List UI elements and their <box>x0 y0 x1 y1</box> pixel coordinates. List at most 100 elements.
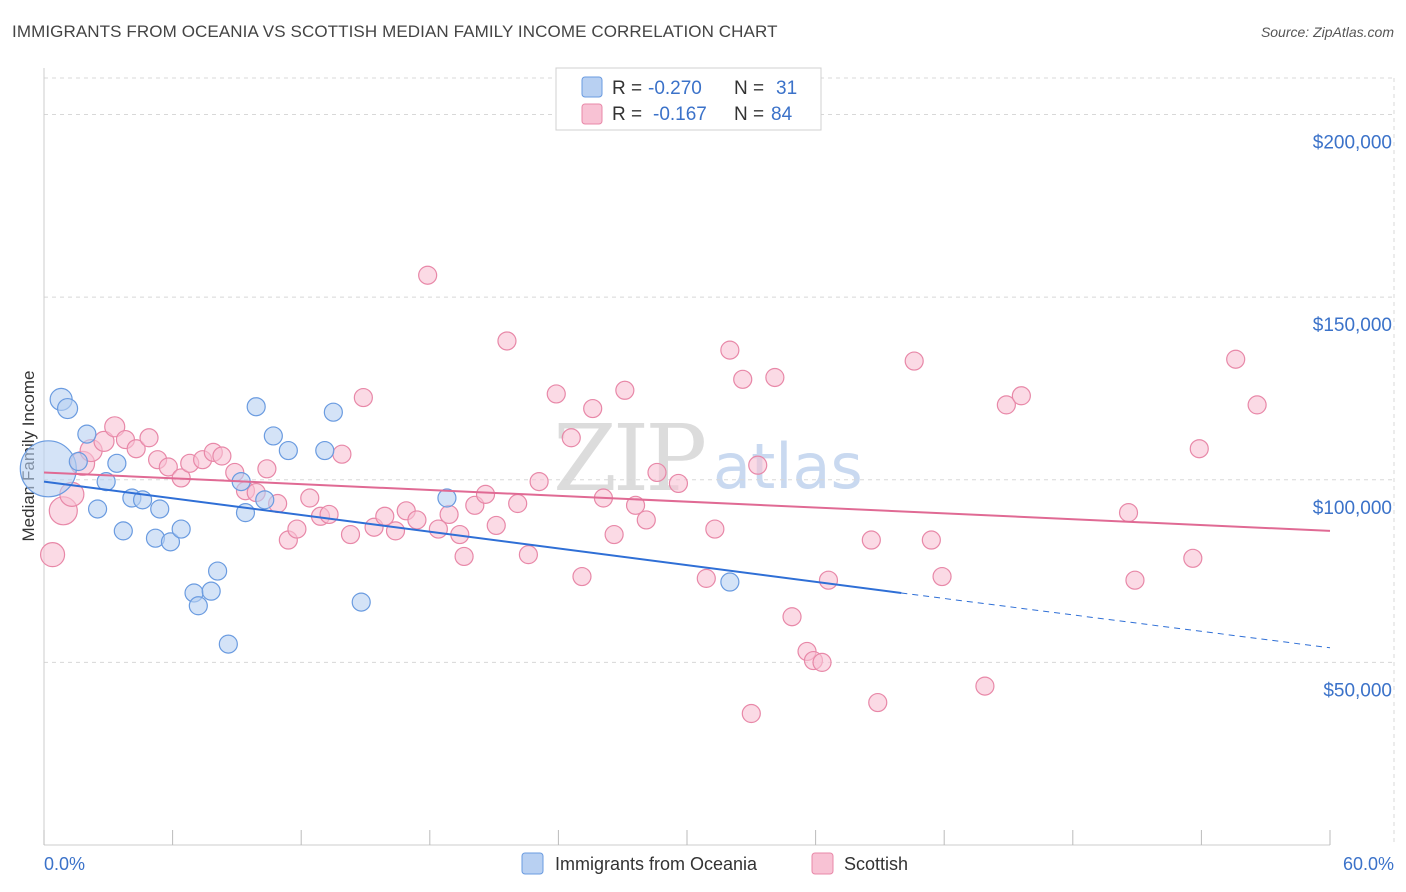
scottish-point <box>1011 386 1031 406</box>
scottish-point <box>720 340 740 360</box>
scottish-point <box>518 545 538 565</box>
y-tick-label: $200,000 <box>1313 133 1392 154</box>
scottish-point <box>1247 395 1267 415</box>
scottish-point <box>257 459 277 479</box>
legend-swatch-oceania <box>581 76 603 98</box>
scottish-point <box>696 568 716 588</box>
oceania-point <box>77 424 97 444</box>
scottish-point <box>765 367 785 388</box>
oceania-point <box>263 426 283 446</box>
scottish-point <box>319 504 339 525</box>
trend-lines <box>43 471 1331 649</box>
scottish-point <box>93 430 115 453</box>
scottish-point <box>1189 439 1209 459</box>
scottish-point <box>508 493 528 514</box>
scottish-point <box>287 519 307 539</box>
oceania-point <box>218 634 238 654</box>
scottish-point <box>486 515 506 536</box>
correlation-legend: R = -0.270 N = 31 R = -0.167 N = 84 <box>555 67 822 131</box>
scottish-point <box>868 692 888 713</box>
oceania-point <box>278 440 298 461</box>
oceania-point <box>87 499 108 519</box>
scottish-point <box>212 446 232 466</box>
scottish-point <box>300 488 320 508</box>
oceania-point <box>351 592 371 612</box>
oceania-point <box>246 397 266 417</box>
oceania-point <box>208 561 228 581</box>
chart-title: IMMIGRANTS FROM OCEANIA VS SCOTTISH MEDI… <box>12 22 778 41</box>
watermark-zip: ZIP <box>553 405 704 512</box>
legend-swatch-scottish <box>581 103 603 125</box>
scottish-point <box>748 455 768 475</box>
scottish-point <box>497 331 517 351</box>
x-tick-label-max: 60.0% <box>1343 854 1394 874</box>
x-tick-marks <box>43 830 1331 845</box>
scottish-point <box>1183 548 1203 568</box>
legend-r-value-2: -0.167 <box>653 104 707 125</box>
scottish-point <box>996 395 1016 415</box>
legend-n-value-2: 84 <box>771 104 793 125</box>
oceania-point <box>113 521 133 541</box>
scottish-point <box>572 566 592 587</box>
scottish-point <box>583 398 603 419</box>
oceania-point <box>437 488 457 508</box>
y-tick-label: $150,000 <box>1313 315 1392 336</box>
oceania-points <box>19 387 740 654</box>
scottish-point <box>615 380 635 400</box>
bottom-legend-label-oceania: Immigrants from Oceania <box>555 854 758 874</box>
watermark-atlas: atlas <box>713 430 863 503</box>
scottish-point <box>921 530 941 550</box>
scottish-point <box>475 484 496 504</box>
scottish-point <box>975 676 995 696</box>
scottish-point <box>782 607 802 627</box>
scottish-trend-line <box>43 471 1331 532</box>
oceania-point <box>160 532 181 552</box>
y-tick-label: $100,000 <box>1313 498 1392 519</box>
scottish-point <box>561 428 581 448</box>
legend-n-label-1: N = <box>734 78 764 99</box>
oceania-point <box>201 581 221 601</box>
y-tick-labels: $50,000 $100,000 $150,000 $200,000 <box>1313 133 1392 702</box>
scottish-point <box>332 444 352 464</box>
bottom-legend-swatch-scottish <box>811 852 834 875</box>
source-credit: Source: ZipAtlas.com <box>1260 24 1394 40</box>
scottish-point <box>529 471 549 492</box>
scottish-point <box>1226 349 1246 369</box>
oceania-point <box>720 572 740 592</box>
scottish-point <box>647 462 667 483</box>
scottish-point <box>139 428 159 448</box>
scottish-point <box>625 495 646 515</box>
legend-n-label-2: N = <box>734 104 764 125</box>
oceania-trend-line <box>43 480 902 594</box>
x-tick-label-min: 0.0% <box>44 854 85 874</box>
scottish-point <box>126 439 146 459</box>
scottish-point <box>861 530 881 550</box>
oceania-point <box>315 440 335 461</box>
scottish-point <box>741 703 761 724</box>
scottish-point <box>604 524 624 545</box>
series-legend: Immigrants from Oceania Scottish <box>521 852 908 875</box>
scottish-point <box>104 416 126 438</box>
oceania-point <box>150 499 170 519</box>
scottish-point <box>705 519 725 539</box>
oceania-point <box>19 440 77 498</box>
scottish-point <box>1118 503 1139 523</box>
scottish-point <box>385 521 406 541</box>
oceania-trend-extension <box>901 592 1331 649</box>
scottish-point <box>418 265 438 285</box>
scottish-point <box>439 504 459 525</box>
bottom-legend-swatch-oceania <box>521 852 544 875</box>
scottish-point <box>454 546 474 567</box>
scottish-point <box>546 384 566 404</box>
oceania-point <box>255 490 275 510</box>
oceania-point <box>56 397 79 420</box>
scottish-point <box>353 387 373 408</box>
scottish-point <box>904 351 924 371</box>
oceania-point <box>68 451 88 472</box>
scottish-point <box>340 524 361 545</box>
scottish-point <box>39 542 66 568</box>
scottish-point <box>158 457 178 477</box>
legend-r-label-1: R = <box>612 78 642 99</box>
oceania-point <box>171 519 191 539</box>
scottish-point <box>733 369 753 389</box>
